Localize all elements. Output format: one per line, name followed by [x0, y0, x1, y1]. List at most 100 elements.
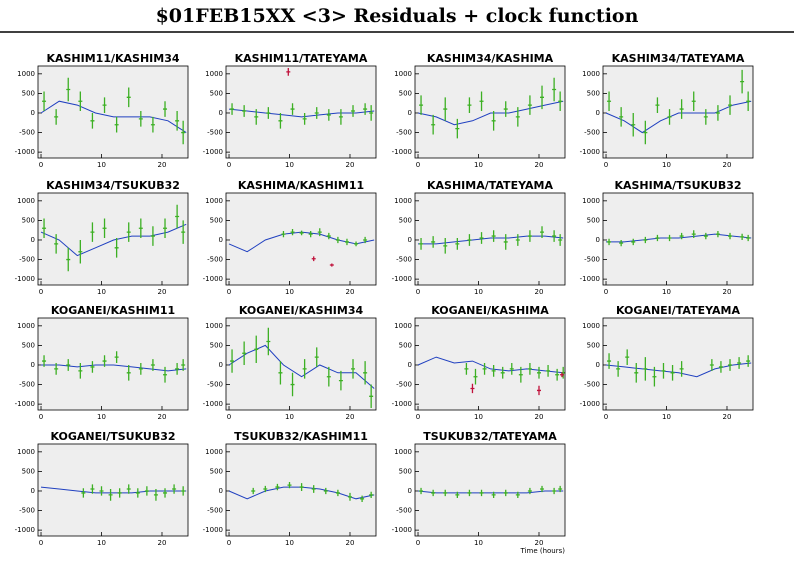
y-tick-label: 500 — [399, 341, 412, 349]
panel: KOGANEI/KASHIMA 1000 500 0 -500 -1000 0 10 20 — [392, 304, 566, 421]
x-tick-label: 10 — [474, 161, 483, 169]
plot-area — [38, 444, 188, 536]
residual-point — [242, 341, 247, 365]
y-tick-label: 0 — [408, 109, 412, 117]
residual-point — [536, 366, 541, 379]
y-tick-label: 0 — [596, 109, 600, 117]
residual-point — [42, 218, 47, 239]
residual-point — [286, 67, 291, 76]
clock-function — [605, 362, 752, 378]
residual-point — [419, 238, 424, 250]
panel-title: KASHIMA/KASHIM11 — [238, 179, 364, 192]
residual-point — [163, 366, 168, 383]
residual-point — [482, 363, 487, 375]
residual-point — [126, 87, 131, 108]
residual-point — [369, 384, 374, 409]
y-tick-label: -1000 — [203, 148, 223, 156]
y-tick-label: 1000 — [205, 448, 223, 456]
x-tick-label: 20 — [535, 288, 544, 296]
residual-point — [670, 364, 675, 381]
residual-point — [655, 97, 660, 113]
plot-area — [415, 66, 565, 158]
x-tick-label: 0 — [416, 539, 420, 547]
residual-point — [102, 355, 107, 367]
residual-point — [419, 487, 424, 495]
y-tick-label: 1000 — [205, 322, 223, 330]
plot-frame — [37, 65, 189, 159]
x-tick-label: 20 — [535, 161, 544, 169]
y-tick-label: 500 — [587, 341, 600, 349]
panel: KASHIM11/TATEYAMA 1000 500 0 -500 -1000 0 10 20 — [203, 52, 377, 169]
residual-point — [78, 239, 83, 264]
residual-point — [503, 234, 508, 250]
plot-frame — [602, 317, 754, 411]
residual-point — [90, 112, 95, 129]
x-tick-label: 20 — [346, 539, 355, 547]
x-tick-label: 10 — [97, 288, 106, 296]
residual-point — [251, 487, 256, 495]
residual-point — [354, 241, 359, 247]
residual-point — [679, 361, 684, 377]
residual-point — [643, 236, 648, 244]
residual-point — [679, 232, 684, 240]
plot-frame — [414, 192, 566, 286]
panel: KASHIMA/KASHIM11 1000 500 0 -500 -1000 0 10 20 — [203, 179, 377, 296]
residual-point — [314, 347, 319, 367]
residual-point — [326, 232, 331, 240]
x-axis-label: Time (hours) — [520, 547, 566, 555]
residual-point — [138, 218, 143, 239]
residual-point — [737, 357, 742, 369]
residual-point — [518, 366, 523, 383]
residual-point — [230, 103, 235, 115]
plot-area — [38, 318, 188, 410]
residual-point — [715, 105, 720, 121]
panel-title: TSUKUB32/TATEYAMA — [423, 430, 557, 443]
residual-point — [431, 489, 436, 497]
x-tick-label: 20 — [158, 413, 167, 421]
clock-function — [40, 223, 187, 257]
y-tick-label: 500 — [210, 467, 223, 475]
residual-point — [299, 483, 304, 491]
x-tick-label: 10 — [474, 539, 483, 547]
panel-title: KOGANEI/KASHIM34 — [239, 304, 364, 317]
y-tick-label: -1000 — [392, 148, 412, 156]
residual-point — [266, 107, 271, 119]
residual-point — [287, 481, 292, 489]
residual-point — [679, 99, 684, 119]
panel-title: KASHIMA/TSUKUB32 — [614, 179, 741, 192]
residual-point — [351, 359, 356, 379]
x-tick-label: 20 — [723, 413, 732, 421]
residual-point — [78, 91, 83, 112]
residual-point — [667, 234, 672, 242]
residual-point — [559, 372, 564, 378]
residual-point — [419, 95, 424, 115]
residual-point — [326, 109, 331, 121]
residual-point — [479, 489, 484, 497]
residual-point — [491, 230, 496, 242]
residual-point — [715, 230, 720, 238]
x-tick-label: 0 — [416, 413, 420, 421]
y-tick-label: -500 — [584, 256, 600, 264]
y-tick-label: -500 — [19, 129, 35, 137]
x-tick-label: 10 — [662, 161, 671, 169]
x-tick-label: 20 — [346, 161, 355, 169]
y-tick-label: 1000 — [17, 322, 35, 330]
residual-point — [503, 101, 508, 117]
panel: KOGANEI/KASHIM34 1000 500 0 -500 -1000 0 10 20 — [203, 304, 377, 421]
residual-point — [616, 361, 621, 377]
y-tick-label: 0 — [219, 361, 223, 369]
residual-point — [631, 112, 636, 137]
residual-point — [619, 239, 624, 247]
plot-area — [415, 318, 565, 410]
residual-point — [443, 238, 448, 254]
plot-area — [38, 66, 188, 158]
x-tick-label: 10 — [662, 288, 671, 296]
residual-point — [66, 359, 71, 371]
y-tick-label: -1000 — [392, 400, 412, 408]
clock-function — [417, 100, 564, 126]
y-tick-label: -500 — [19, 256, 35, 264]
panel: KOGANEI/KASHIM11 1000 500 0 -500 -1000 0 10 20 — [15, 304, 189, 421]
y-tick-label: 0 — [219, 109, 223, 117]
y-tick-label: 1000 — [394, 448, 412, 456]
